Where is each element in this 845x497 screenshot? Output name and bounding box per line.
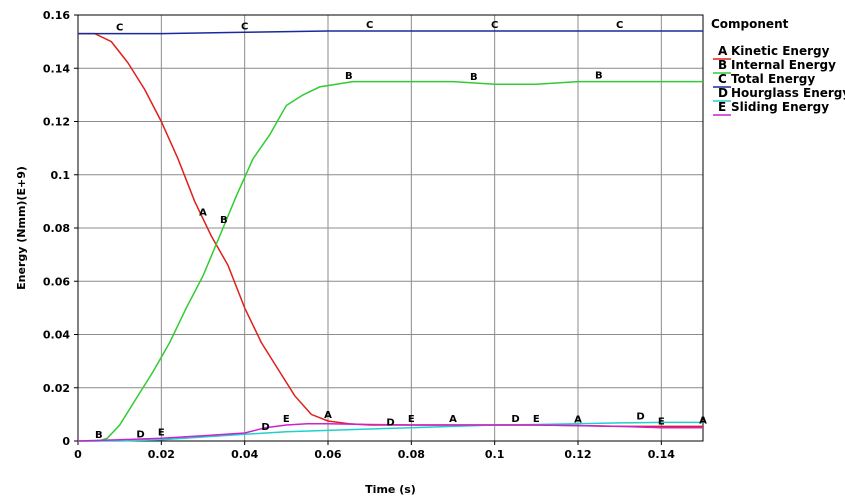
- series-markers: A A A A A B B B B B C C C C C D D D D D E E E E E: [95, 20, 707, 441]
- series-marker-d: D: [636, 412, 644, 423]
- x-tick-label: 0.08: [398, 448, 425, 461]
- y-tick-label: 0: [62, 435, 70, 448]
- legend-letter-b: B: [718, 58, 727, 72]
- series-marker-d: D: [261, 422, 269, 433]
- legend-label-a: Kinetic Energy: [731, 44, 830, 58]
- legend: Component A Kinetic Energy B Internal Energ…: [711, 17, 845, 116]
- x-axis-ticks: 0 0.02 0.04 0.06 0.08 0.1 0.12 0.14: [74, 441, 675, 461]
- series-marker-e: E: [658, 417, 665, 428]
- series-line-e: [77, 422, 703, 442]
- series-marker-d: D: [136, 429, 144, 440]
- y-tick-label: 0.12: [43, 116, 70, 129]
- series-marker-c: C: [241, 21, 248, 32]
- x-tick-label: 0.14: [648, 448, 675, 461]
- series-marker-e: E: [408, 414, 415, 425]
- legend-label-c: Total Energy: [731, 72, 815, 86]
- y-tick-label: 0.16: [43, 9, 70, 22]
- series-marker-a: A: [199, 208, 207, 219]
- series-marker-c: C: [616, 20, 623, 31]
- x-tick-label: 0.12: [564, 448, 591, 461]
- legend-title: Component: [711, 17, 789, 31]
- x-tick-label: 0: [74, 448, 82, 461]
- grid-lines: [78, 14, 703, 441]
- series-marker-b: B: [220, 215, 228, 226]
- series-marker-b: B: [345, 71, 353, 82]
- series-marker-b: B: [95, 430, 103, 441]
- series-marker-d: D: [386, 417, 394, 428]
- y-tick-label: 0.02: [43, 382, 70, 395]
- x-axis-title: Time (s): [365, 483, 416, 496]
- y-tick-label: 0.04: [43, 329, 70, 342]
- series-marker-e: E: [533, 414, 540, 425]
- series-marker-c: C: [366, 20, 373, 31]
- y-axis-ticks: 0 0.02 0.04 0.06 0.08 0.1 0.12 0.14 0.16: [43, 9, 78, 448]
- series-marker-a: A: [699, 415, 707, 426]
- series-marker-e: E: [158, 427, 165, 438]
- y-axis-title: Energy (Nmm)(E+9): [15, 166, 28, 290]
- series-marker-a: A: [574, 415, 582, 426]
- x-tick-label: 0.06: [314, 448, 341, 461]
- x-tick-label: 0.04: [231, 448, 258, 461]
- x-tick-label: 0.02: [148, 448, 175, 461]
- series-line-c: [78, 30, 703, 35]
- legend-label-e: Sliding Energy: [731, 100, 829, 114]
- series-line-a: [78, 32, 703, 428]
- series-marker-e: E: [283, 414, 290, 425]
- series-marker-d: D: [511, 414, 519, 425]
- series-line-d: [78, 421, 703, 442]
- y-tick-label: 0.14: [43, 62, 70, 75]
- legend-letter-c: C: [718, 72, 727, 86]
- series-marker-b: B: [470, 72, 478, 83]
- legend-letter-d: D: [718, 86, 728, 100]
- series-marker-c: C: [116, 23, 123, 34]
- series-line-b: [78, 80, 703, 442]
- series-marker-b: B: [595, 71, 603, 82]
- x-tick-label: 0.1: [485, 448, 505, 461]
- y-tick-label: 0.08: [43, 222, 70, 235]
- series-lines: [77, 30, 703, 442]
- legend-letter-a: A: [718, 44, 728, 58]
- series-marker-a: A: [324, 410, 332, 421]
- y-tick-label: 0.06: [43, 275, 70, 288]
- y-tick-label: 0.1: [51, 169, 71, 182]
- series-marker-c: C: [491, 20, 498, 31]
- legend-label-d: Hourglass Energy: [731, 86, 845, 100]
- legend-letter-e: E: [718, 100, 726, 114]
- legend-label-b: Internal Energy: [731, 58, 836, 72]
- series-marker-a: A: [449, 414, 457, 425]
